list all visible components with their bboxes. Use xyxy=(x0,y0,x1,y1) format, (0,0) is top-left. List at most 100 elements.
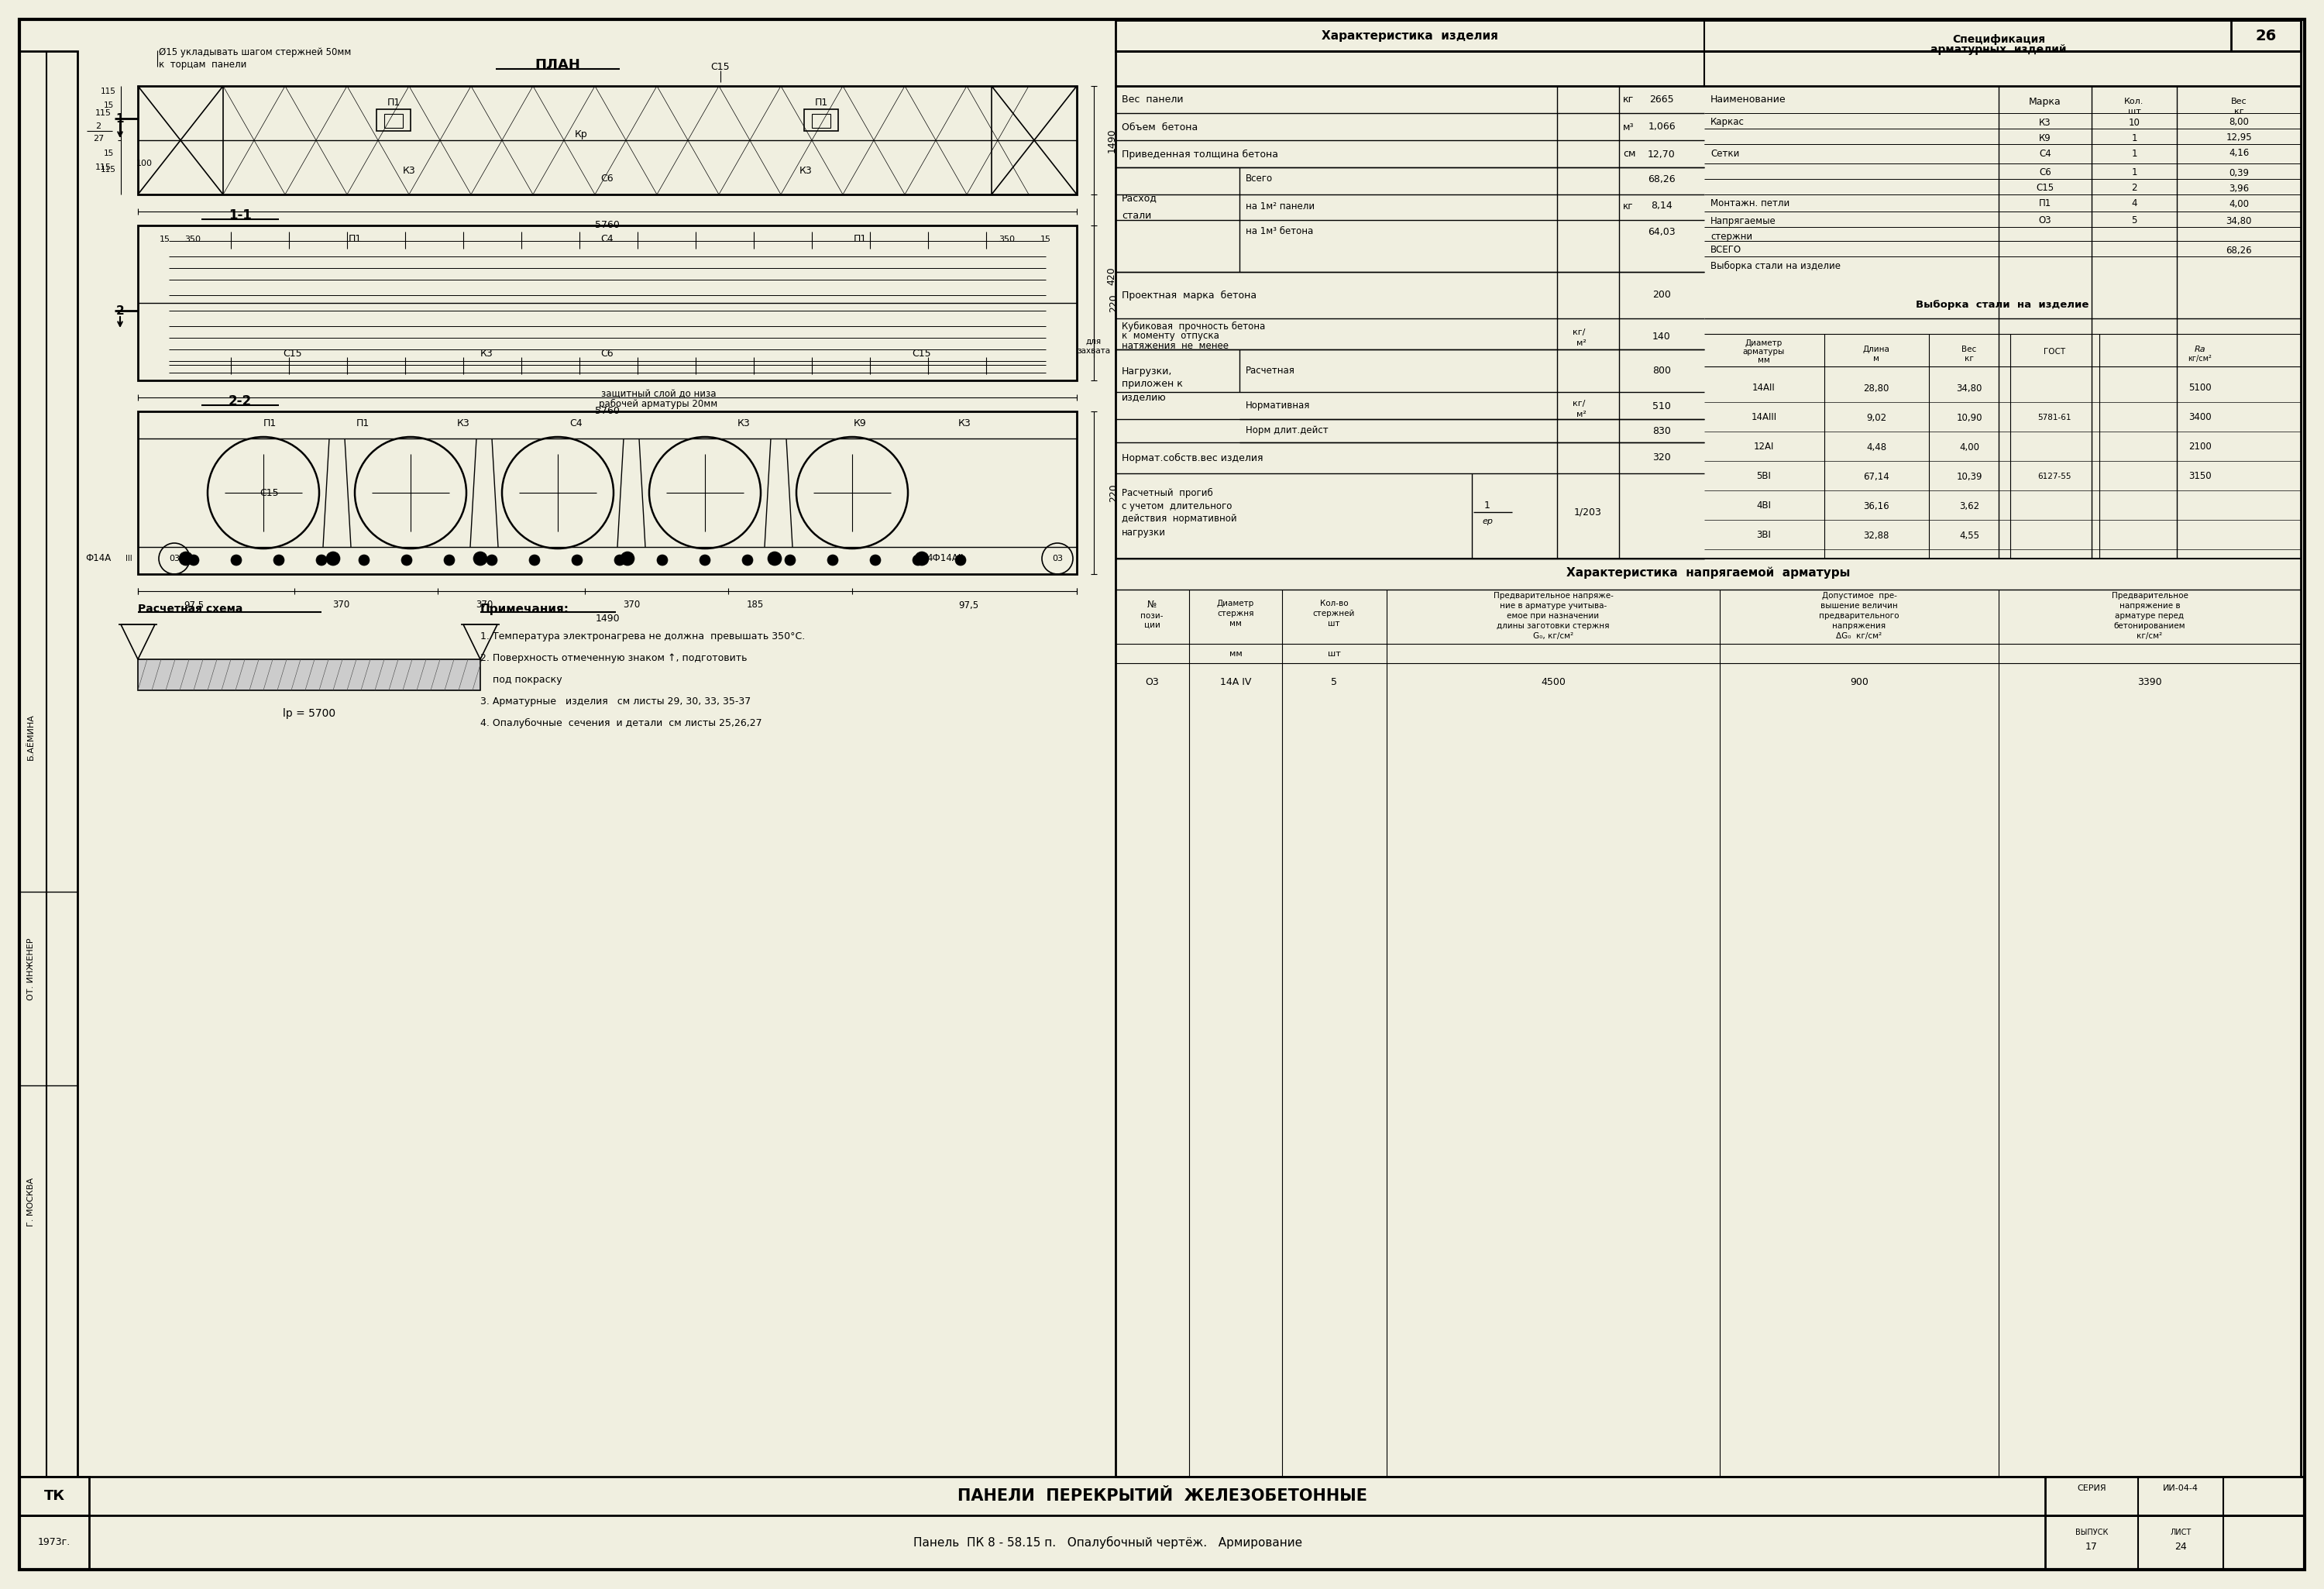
Text: ПАНЕЛИ  ПЕРЕКРЫТИЙ  ЖЕЛЕЗОБЕТОННЫЕ: ПАНЕЛИ ПЕРЕКРЫТИЙ ЖЕЛЕЗОБЕТОННЫЕ xyxy=(957,1489,1367,1503)
Text: приложен к: приложен к xyxy=(1122,380,1183,389)
Text: стержней: стержней xyxy=(1313,610,1355,618)
Text: 1: 1 xyxy=(2131,168,2138,178)
Text: 510: 510 xyxy=(1652,400,1671,412)
Text: Вес: Вес xyxy=(1961,345,1978,353)
Text: арматуре перед: арматуре перед xyxy=(2115,612,2185,620)
Text: 900: 900 xyxy=(1850,677,1868,688)
Text: ции: ции xyxy=(1143,621,1160,629)
Text: 4BI: 4BI xyxy=(1757,501,1771,512)
Text: кг/: кг/ xyxy=(1573,329,1585,337)
Text: 10,39: 10,39 xyxy=(1957,472,1982,481)
Text: Диаметр: Диаметр xyxy=(1218,599,1255,607)
Text: рабочей арматуры 20мм: рабочей арматуры 20мм xyxy=(600,399,718,408)
Text: мм: мм xyxy=(1229,620,1241,628)
Circle shape xyxy=(358,555,370,566)
Bar xyxy=(811,114,830,127)
Circle shape xyxy=(913,555,923,566)
Text: 830: 830 xyxy=(1652,426,1671,435)
Circle shape xyxy=(700,555,711,566)
Text: ПЛАН: ПЛАН xyxy=(535,59,581,72)
Text: Марка: Марка xyxy=(2029,97,2061,106)
Text: К9: К9 xyxy=(2038,133,2052,143)
Circle shape xyxy=(474,551,488,566)
Text: Кубиковая  прочность бетона: Кубиковая прочность бетона xyxy=(1122,321,1264,331)
Text: стержня: стержня xyxy=(1218,610,1255,618)
Text: 6127-55: 6127-55 xyxy=(2038,472,2071,480)
Text: 3,62: 3,62 xyxy=(1959,501,1980,512)
Text: К3: К3 xyxy=(957,418,971,427)
Text: СЕРИЯ: СЕРИЯ xyxy=(2078,1484,2106,1492)
Text: Выборка стали на изделие: Выборка стали на изделие xyxy=(1710,261,1841,270)
Text: 2: 2 xyxy=(116,305,123,316)
Text: 370: 370 xyxy=(332,601,349,610)
Text: к  моменту  отпуска: к моменту отпуска xyxy=(1122,331,1220,342)
Bar xyxy=(1116,21,2301,51)
Text: 15: 15 xyxy=(102,102,114,110)
Circle shape xyxy=(614,555,625,566)
Bar xyxy=(19,1516,88,1570)
Text: кг: кг xyxy=(1964,354,1973,362)
Text: 4: 4 xyxy=(2131,199,2138,208)
Text: кг: кг xyxy=(1622,202,1634,211)
Text: пози-: пози- xyxy=(1141,612,1164,620)
Text: №: № xyxy=(1148,601,1157,610)
Text: 1: 1 xyxy=(116,113,123,124)
Text: 5: 5 xyxy=(1332,677,1336,688)
Text: 1/203: 1/203 xyxy=(1573,507,1601,516)
Text: Напрягаемые: Напрягаемые xyxy=(1710,216,1776,226)
Text: О3: О3 xyxy=(1146,677,1160,688)
Text: П1: П1 xyxy=(813,99,827,108)
Text: кг: кг xyxy=(1622,95,1634,105)
Text: еp: еp xyxy=(1483,518,1492,526)
Text: 34,80: 34,80 xyxy=(1957,383,1982,392)
Text: 14АIII: 14АIII xyxy=(1750,413,1778,423)
Text: 5100: 5100 xyxy=(2189,383,2212,392)
Text: 9,02: 9,02 xyxy=(1866,413,1887,423)
Text: ние в арматуре учитыва-: ние в арматуре учитыва- xyxy=(1499,602,1606,610)
Text: К3: К3 xyxy=(737,418,751,427)
Text: мм: мм xyxy=(1229,650,1241,658)
Text: 03: 03 xyxy=(1053,555,1062,563)
Text: К3: К3 xyxy=(458,418,469,427)
Text: длины заготовки стержня: длины заготовки стержня xyxy=(1497,623,1611,629)
Text: Кол.: Кол. xyxy=(2124,97,2145,105)
Text: Нагрузки,: Нагрузки, xyxy=(1122,365,1171,377)
Text: Спецификация: Спецификация xyxy=(1952,33,2045,44)
Text: 17: 17 xyxy=(2085,1541,2099,1551)
Text: 15: 15 xyxy=(1041,235,1050,243)
Text: мм: мм xyxy=(1757,356,1771,364)
Text: Длина: Длина xyxy=(1864,345,1889,353)
Text: Вес: Вес xyxy=(2231,97,2247,105)
Text: шт: шт xyxy=(2129,108,2140,116)
Bar xyxy=(2045,1516,2305,1570)
Text: К3: К3 xyxy=(799,167,811,176)
Text: стали: стали xyxy=(1122,210,1150,221)
Text: 1: 1 xyxy=(2131,133,2138,143)
Circle shape xyxy=(444,555,456,566)
Text: Расход: Расход xyxy=(1122,194,1157,203)
Text: нагрузки: нагрузки xyxy=(1122,528,1167,537)
Text: 185: 185 xyxy=(746,601,765,610)
Text: 64,03: 64,03 xyxy=(1648,227,1676,237)
Text: 4,16: 4,16 xyxy=(2229,148,2250,159)
Circle shape xyxy=(916,551,930,566)
Text: 5760: 5760 xyxy=(595,407,621,416)
Circle shape xyxy=(658,555,667,566)
Text: С15: С15 xyxy=(284,348,302,358)
Text: Допустимое  пре-: Допустимое пре- xyxy=(1822,591,1896,599)
Bar xyxy=(383,114,402,127)
Text: П1: П1 xyxy=(853,234,867,245)
Bar xyxy=(376,110,411,130)
Text: 220: 220 xyxy=(1109,294,1120,311)
Text: Проектная  марка  бетона: Проектная марка бетона xyxy=(1122,291,1257,300)
Text: 97,5: 97,5 xyxy=(957,601,978,610)
Text: на 1м³ бетона: на 1м³ бетона xyxy=(1246,227,1313,237)
Bar xyxy=(19,51,77,1476)
Circle shape xyxy=(179,551,193,566)
Text: 115: 115 xyxy=(95,110,112,118)
Text: 34,80: 34,80 xyxy=(2226,216,2252,226)
Text: 3390: 3390 xyxy=(2138,677,2161,688)
Text: 68,26: 68,26 xyxy=(2226,245,2252,256)
Text: Предварительное: Предварительное xyxy=(2113,593,2187,599)
Text: Ra: Ra xyxy=(2194,345,2205,353)
